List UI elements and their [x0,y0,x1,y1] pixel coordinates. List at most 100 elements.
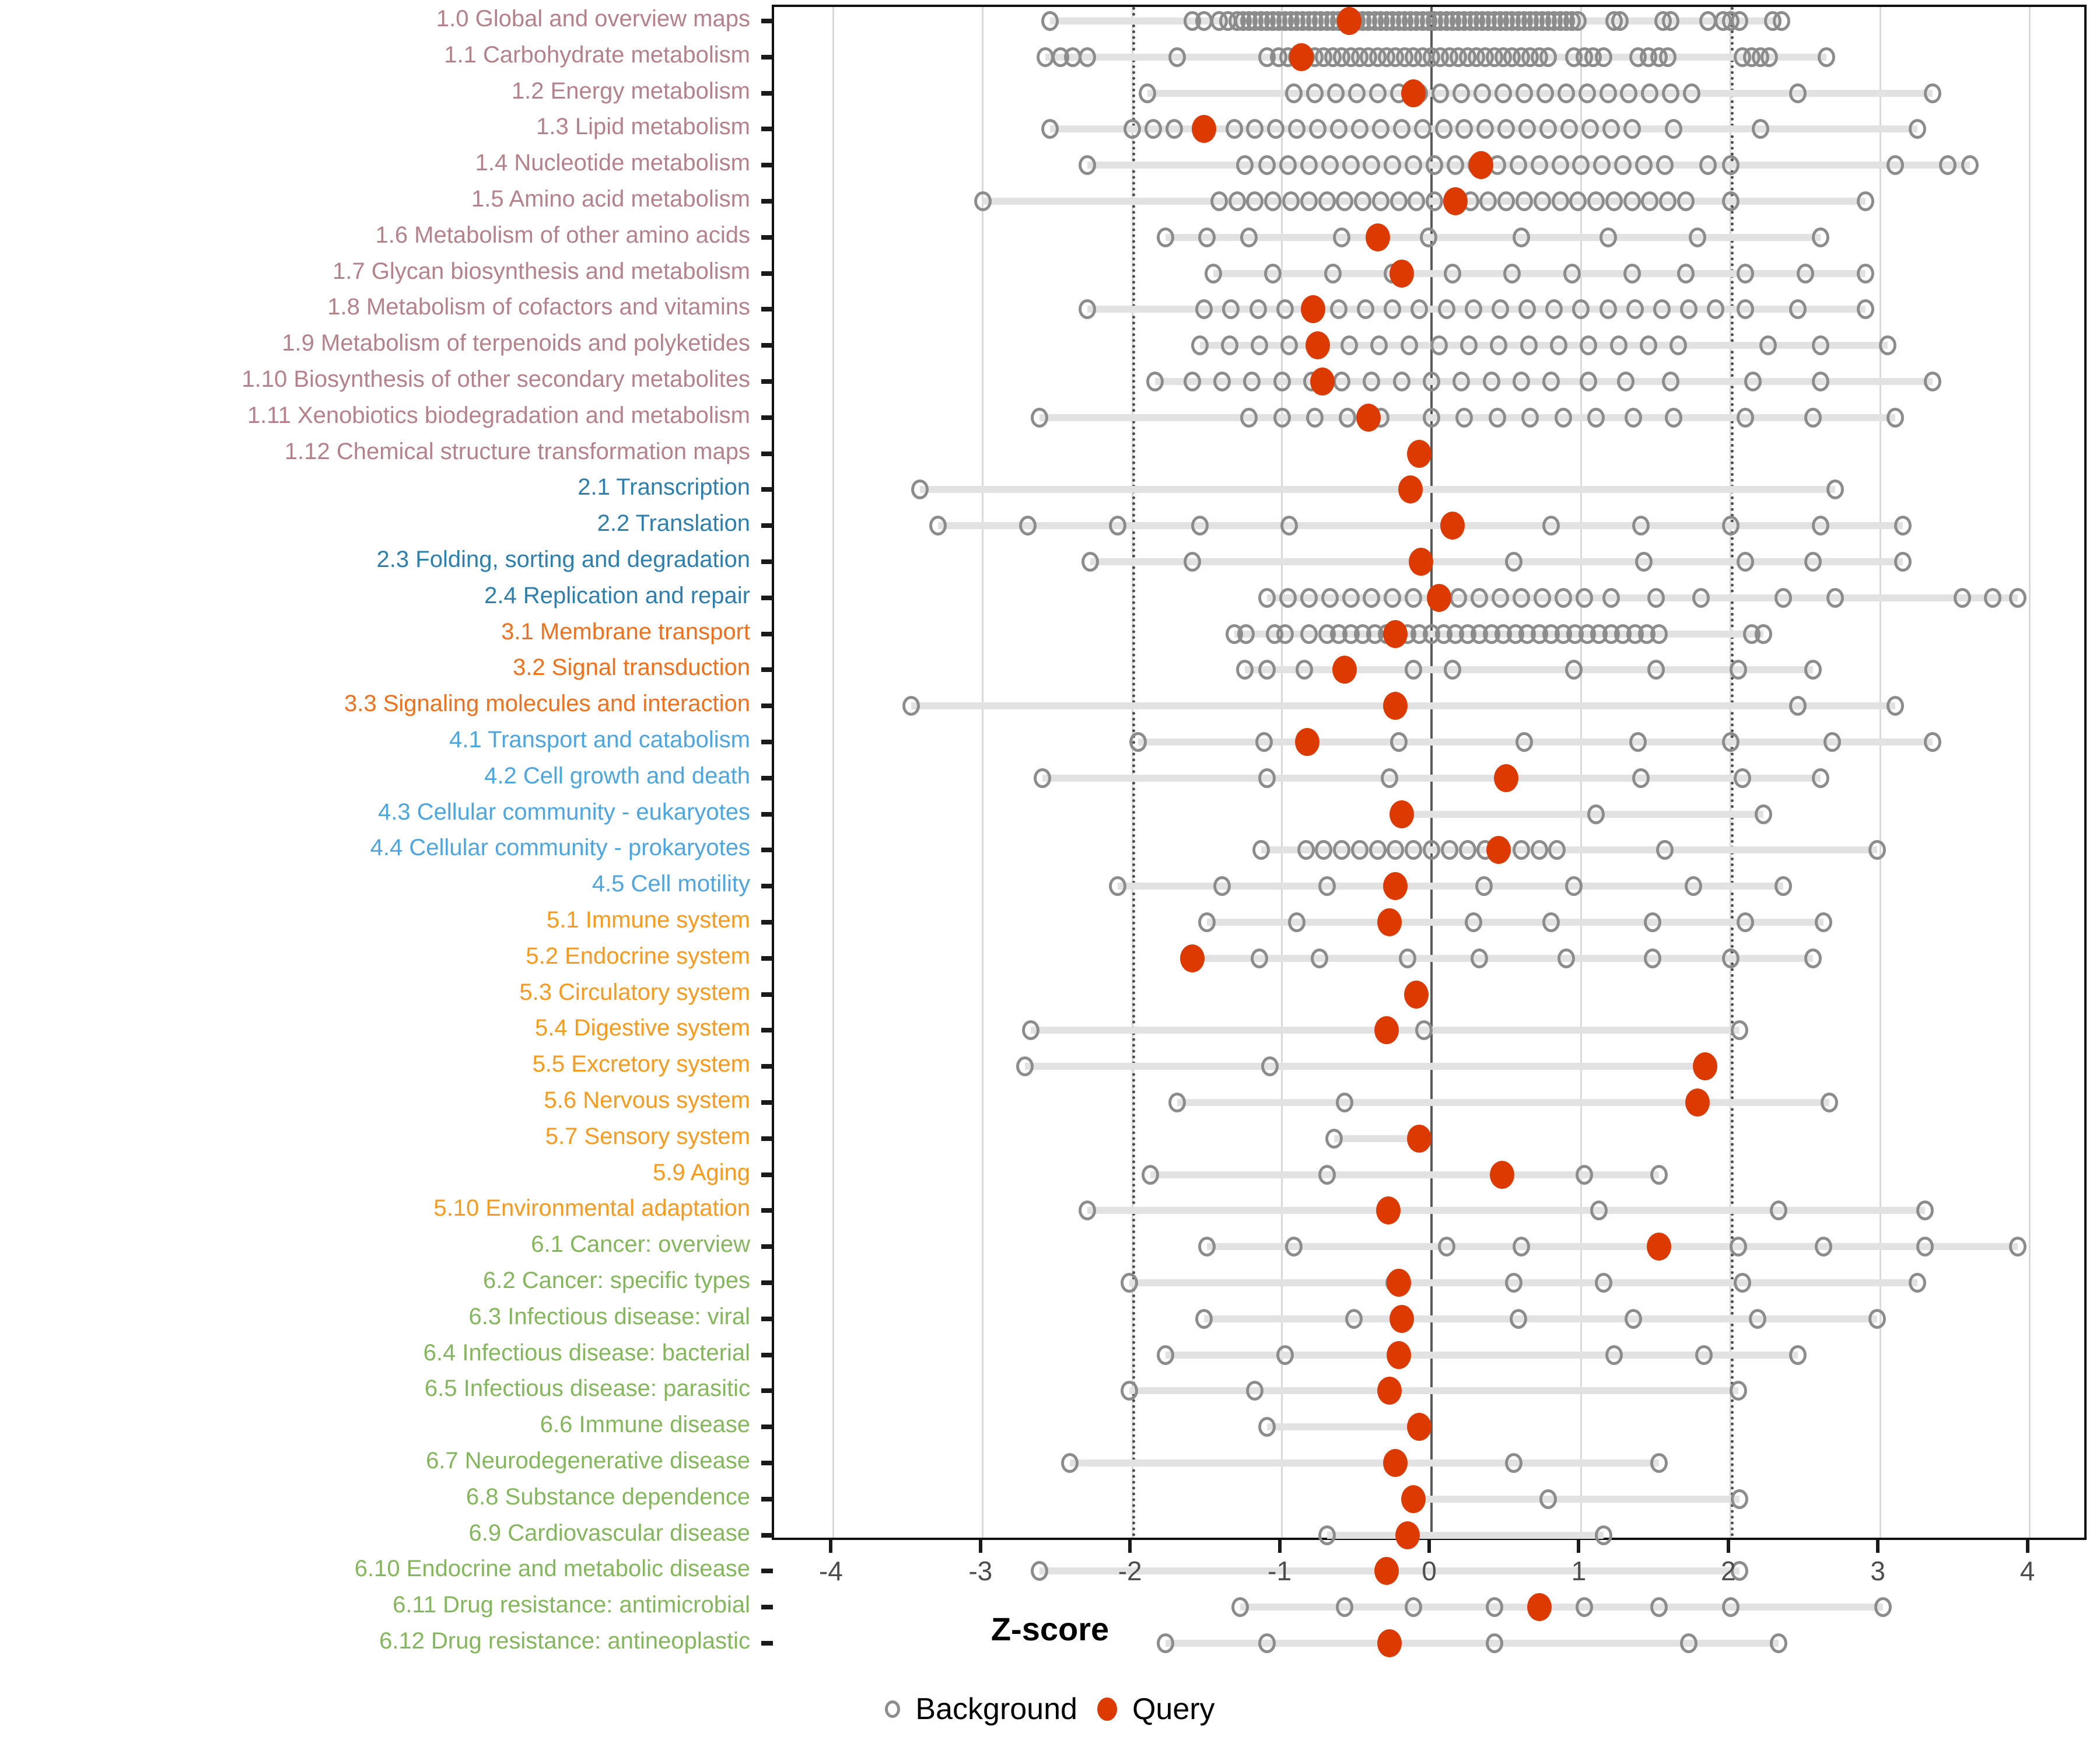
background-point [1490,335,1508,356]
y-axis-tick [761,235,773,240]
x-axis-tick-3 [1876,1540,1880,1553]
background-point [1641,83,1659,103]
background-point [1564,660,1583,680]
background-point [1692,587,1710,608]
background-point [1280,516,1298,536]
background-point [1509,155,1527,176]
row-baseline [1165,1640,1779,1647]
background-point [1515,732,1533,752]
x-axis-tick-label: 1 [1571,1556,1587,1586]
background-point [1243,372,1261,391]
background-point [1961,155,1979,176]
background-point [1744,372,1762,391]
background-point [1285,1237,1303,1257]
background-point [1635,552,1653,572]
category-label: 1.8 Metabolism of cofactors and vitamins [327,294,750,320]
background-point [1752,119,1770,139]
query-point [1486,836,1511,864]
background-point [1458,840,1476,860]
background-point [1641,191,1659,211]
background-point [1464,299,1482,320]
background-point [1276,299,1294,320]
background-point [1336,1093,1354,1112]
background-point [1339,407,1357,428]
background-point [1384,299,1402,320]
query-point [1401,1485,1426,1513]
background-point [1923,372,1941,391]
background-point [1599,299,1617,320]
row-baseline [1165,1351,1798,1359]
background-point [1938,155,1957,176]
legend-label-query: Query [1132,1692,1215,1726]
background-point [1426,155,1444,176]
y-axis-tick [761,884,773,889]
background-point [1475,876,1493,897]
gridline--4 [832,7,834,1538]
background-point [1760,47,1779,67]
query-point [1356,403,1381,432]
background-point [1318,876,1336,897]
background-point [1909,119,1927,139]
background-point [974,191,992,211]
background-point [1016,1056,1034,1077]
background-point [1721,732,1740,752]
background-point [1684,876,1702,897]
row-baseline [1401,810,1764,818]
query-point [1386,1340,1411,1369]
query-point [1383,872,1408,901]
background-point [1676,191,1695,211]
background-point [1350,119,1368,139]
background-point [1774,876,1792,897]
background-point [1737,407,1755,428]
background-point [1575,1597,1593,1618]
row-baseline [1213,270,1866,277]
background-point [1213,876,1231,897]
legend-item-background: Background [885,1692,1077,1727]
background-point [1923,83,1941,103]
category-label: 1.9 Metabolism of terpenoids and polyket… [282,330,750,356]
background-point [1474,83,1492,103]
category-label: 6.9 Cardiovascular disease [468,1520,750,1546]
background-point [1315,840,1333,860]
background-point [1856,263,1874,284]
background-point [1450,587,1468,608]
category-label: 1.4 Nucleotide metabolism [475,150,750,176]
background-point [1398,948,1416,968]
row-baseline [1129,1387,1738,1395]
category-label: 5.4 Digestive system [534,1015,750,1041]
background-point [1518,119,1536,139]
background-point [1659,191,1677,211]
background-point [1279,155,1297,176]
query-point [1443,187,1468,215]
category-label: 6.6 Immune disease [540,1412,750,1438]
background-point [1515,83,1533,103]
background-point [1381,768,1399,788]
background-point [1737,263,1755,284]
background-point [1309,119,1327,139]
background-point [1539,47,1557,67]
background-point [1183,372,1201,391]
row-baseline [1266,1423,1420,1431]
background-point [1557,83,1575,103]
background-point [1647,660,1665,680]
background-point [1617,372,1635,391]
y-axis-tick [761,1605,773,1610]
background-point [1240,227,1258,247]
y-axis-tick [761,1136,773,1141]
y-axis-tick [761,595,773,600]
background-point [1279,587,1297,608]
background-point [1452,372,1471,391]
category-label: 1.0 Global and overview maps [436,6,750,32]
background-point [1916,1237,1934,1257]
background-point [1923,732,1941,752]
y-axis-tick [761,848,773,853]
background-point [1650,1164,1668,1185]
background-point [1599,83,1617,103]
background-point [1894,552,1912,572]
background-point [1297,840,1315,860]
category-label: 2.3 Folding, sorting and degradation [376,547,750,572]
y-axis-tick [761,90,773,96]
query-point [1398,475,1423,504]
query-point [1468,151,1493,180]
x-axis-tick-2 [1726,1540,1730,1553]
